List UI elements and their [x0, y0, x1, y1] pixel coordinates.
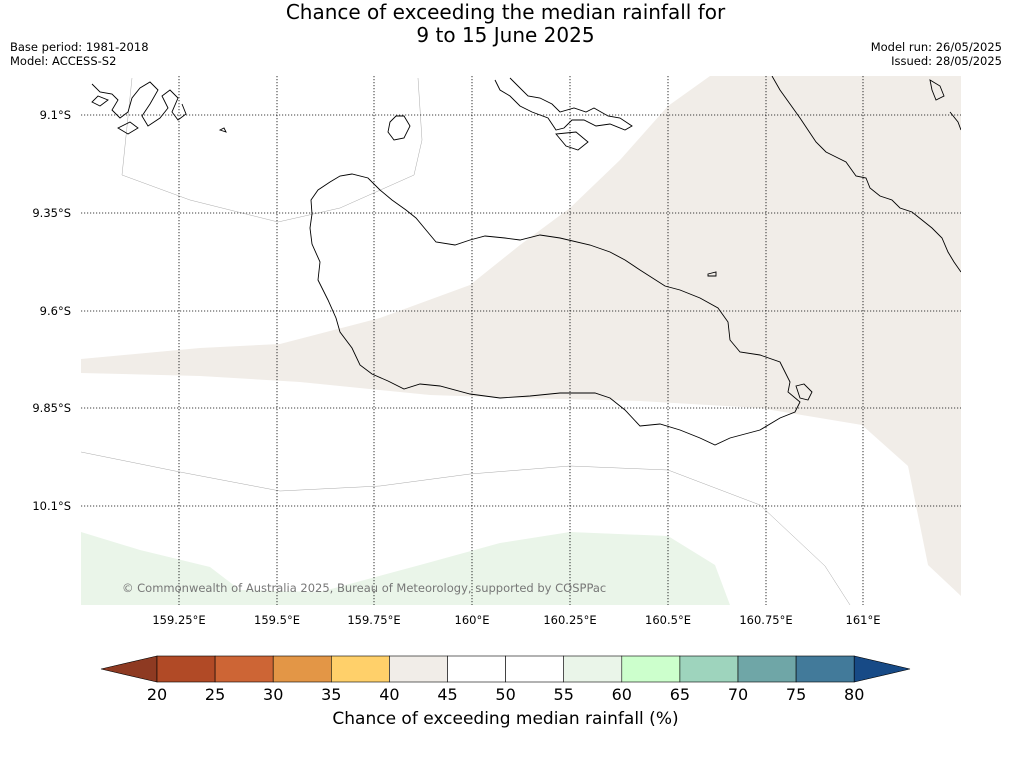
- coastline-main-island: [309, 173, 801, 446]
- metadata-right: Model run: 26/05/2025 Issued: 28/05/2025: [871, 40, 1002, 68]
- model-run-text: Model run: 26/05/2025: [870, 40, 1002, 54]
- colorbar-tick-label: 45: [437, 685, 458, 704]
- colorbar-under-arrow: [100, 655, 158, 683]
- probability-region-55-60: [81, 532, 730, 605]
- latitude-labels: 9.1°S 9.35°S 9.6°S 9.85°S 10.1°S: [32, 108, 71, 513]
- metadata-left: Base period: 1981-2018 Model: ACCESS-S2: [10, 40, 149, 68]
- probability-region-40-45: [81, 76, 961, 596]
- longitude-label: 160.75°E: [739, 613, 792, 627]
- latitude-label: 10.1°S: [32, 499, 71, 513]
- colorbar-segment: [563, 655, 623, 683]
- colorbar: [100, 655, 911, 683]
- colorbar-tick-label: 50: [495, 685, 516, 704]
- latitude-label: 9.6°S: [40, 304, 71, 318]
- contour-lines: [81, 77, 851, 605]
- longitude-label: 160.5°E: [645, 613, 691, 627]
- colorbar-tick-label: 20: [146, 685, 168, 704]
- colorbar-tick-label: 75: [785, 685, 807, 704]
- longitude-label: 161°E: [846, 613, 881, 627]
- colorbar-segment: [272, 655, 332, 683]
- longitude-label: 159.25°E: [152, 613, 205, 627]
- colorbar-tick-label: 30: [263, 685, 284, 704]
- colorbar-over-arrow: [853, 655, 911, 683]
- longitude-label: 160°E: [455, 613, 490, 627]
- model-text: Model: ACCESS-S2: [10, 54, 117, 68]
- colorbar-tick-label: 55: [553, 685, 574, 704]
- colorbar-tick-label: 60: [611, 685, 632, 704]
- colorbar-segment: [737, 655, 797, 683]
- colorbar-segment: [389, 655, 448, 683]
- map-area: [81, 76, 961, 605]
- colorbar-segment: [447, 655, 506, 683]
- colorbar-segment: [795, 655, 855, 683]
- latitude-label: 9.35°S: [32, 206, 71, 220]
- colorbar-tick-label: 65: [669, 685, 691, 704]
- graticule: [81, 76, 961, 605]
- colorbar-tick-label: 80: [844, 685, 865, 704]
- colorbar-segment: [505, 655, 565, 683]
- longitude-label: 159.5°E: [254, 613, 300, 627]
- longitude-label: 160.25°E: [543, 613, 596, 627]
- copyright-notice: © Commonwealth of Australia 2025, Bureau…: [122, 581, 607, 595]
- map-title-line1: Chance of exceeding the median rainfall …: [285, 0, 726, 24]
- issued-text: Issued: 28/05/2025: [891, 54, 1002, 68]
- latitude-label: 9.1°S: [40, 108, 71, 122]
- colorbar-title: Chance of exceeding median rainfall (%): [332, 709, 679, 729]
- colorbar-segment: [679, 655, 739, 683]
- colorbar-segment: [330, 655, 390, 683]
- colorbar-tick-label: 25: [204, 685, 226, 704]
- map-title-line2: 9 to 15 June 2025: [416, 23, 595, 47]
- colorbar-tick-label: 40: [379, 685, 400, 704]
- coastlines: [91, 76, 961, 446]
- base-period-text: Base period: 1981-2018: [10, 40, 149, 54]
- colorbar-segment: [156, 655, 216, 683]
- colorbar-tick-label: 70: [727, 685, 749, 704]
- colorbar-segment: [214, 655, 274, 683]
- colorbar-tick-label: 35: [321, 685, 342, 704]
- latitude-label: 9.85°S: [32, 401, 71, 415]
- longitude-labels: 159.25°E 159.5°E 159.75°E 160°E 160.25°E 160.…: [152, 613, 880, 627]
- colorbar-segment: [621, 655, 681, 683]
- longitude-label: 159.75°E: [347, 613, 400, 627]
